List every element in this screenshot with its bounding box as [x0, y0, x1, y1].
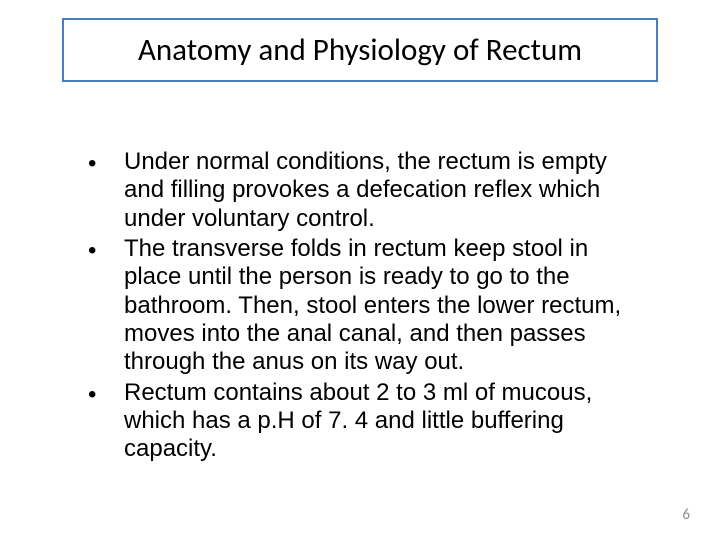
bullet-text: Rectum contains about 2 to 3 ml of mucou… — [124, 379, 648, 464]
bullet-marker: • — [88, 379, 124, 464]
bullet-list: • Under normal conditions, the rectum is… — [88, 148, 648, 465]
page-number: 6 — [682, 506, 690, 524]
title-box: Anatomy and Physiology of Rectum — [62, 18, 658, 82]
list-item: • Under normal conditions, the rectum is… — [88, 148, 648, 233]
list-item: • The transverse folds in rectum keep st… — [88, 235, 648, 377]
bullet-text: Under normal conditions, the rectum is e… — [124, 148, 648, 233]
bullet-marker: • — [88, 235, 124, 377]
bullet-text: The transverse folds in rectum keep stoo… — [124, 235, 648, 377]
slide-title: Anatomy and Physiology of Rectum — [138, 31, 582, 69]
list-item: • Rectum contains about 2 to 3 ml of muc… — [88, 379, 648, 464]
bullet-marker: • — [88, 148, 124, 233]
